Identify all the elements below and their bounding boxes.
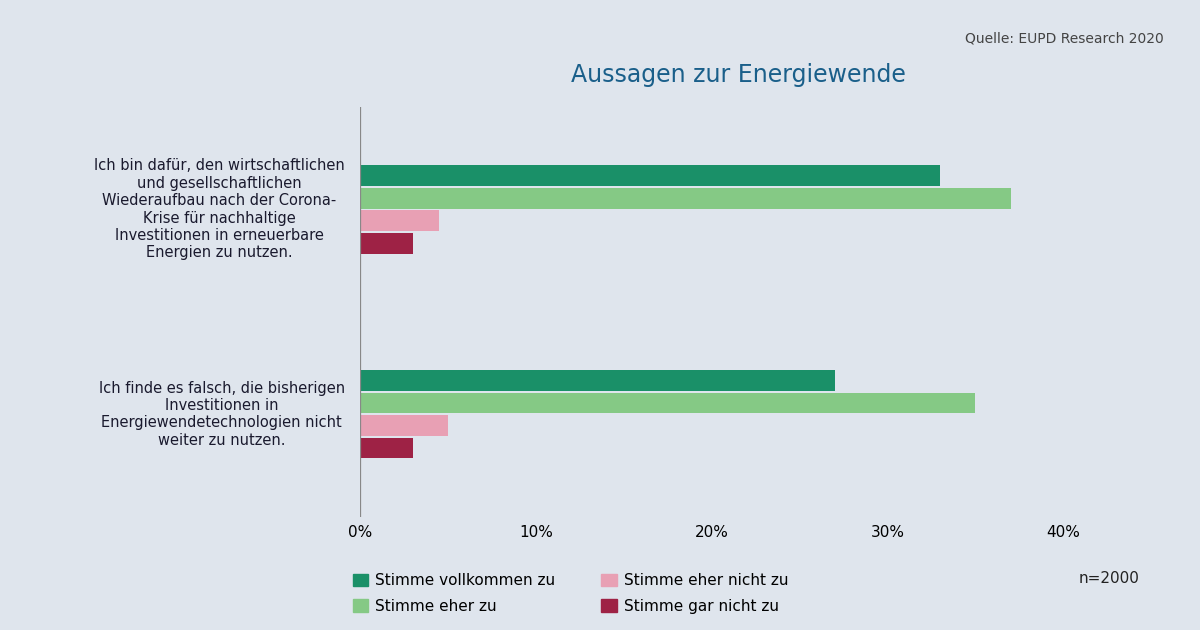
Bar bbox=[360, 370, 835, 391]
Bar bbox=[360, 233, 413, 254]
Text: Ich bin dafür, den wirtschaftlichen
und gesellschaftlichen
Wiederaufbau nach der: Ich bin dafür, den wirtschaftlichen und … bbox=[94, 159, 344, 260]
Bar bbox=[360, 415, 448, 436]
Bar bbox=[360, 438, 413, 459]
Bar bbox=[360, 165, 940, 186]
Legend: Stimme vollkommen zu, Stimme eher zu, Stimme eher nicht zu, Stimme gar nicht zu: Stimme vollkommen zu, Stimme eher zu, St… bbox=[353, 573, 788, 614]
Text: Quelle: EUPD Research 2020: Quelle: EUPD Research 2020 bbox=[965, 32, 1164, 45]
Bar bbox=[360, 392, 976, 413]
Text: Aussagen zur Energiewende: Aussagen zur Energiewende bbox=[570, 63, 906, 87]
Bar bbox=[360, 210, 439, 231]
Text: Ich finde es falsch, die bisherigen
Investitionen in
Energiewendetechnologien ni: Ich finde es falsch, die bisherigen Inve… bbox=[98, 381, 344, 448]
Text: n=2000: n=2000 bbox=[1079, 571, 1140, 586]
Bar bbox=[360, 188, 1010, 209]
